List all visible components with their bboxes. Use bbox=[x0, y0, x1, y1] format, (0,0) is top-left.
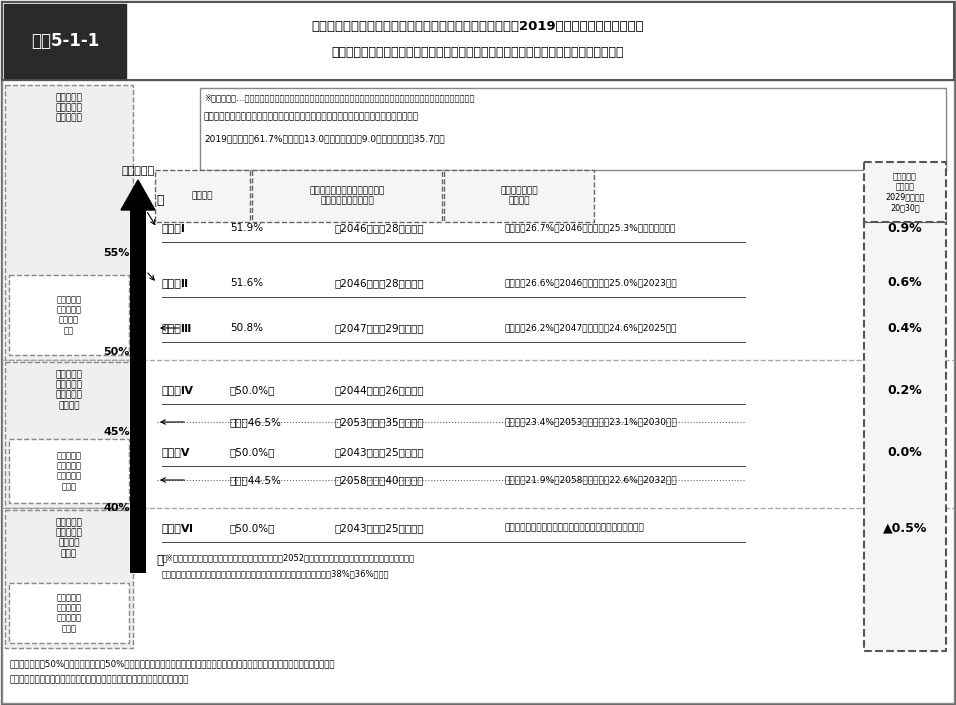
Text: （2044（令和26）年度）: （2044（令和26）年度） bbox=[335, 385, 424, 395]
Text: 0.9%: 0.9% bbox=[888, 221, 923, 235]
Bar bbox=[5, 362, 133, 508]
Text: （注）46.5%: （注）46.5% bbox=[230, 417, 282, 427]
Text: ケースⅢ: ケースⅢ bbox=[162, 323, 192, 333]
Text: ｛基礎：26.6%（2046）、比例：25.0%（2023）｝: ｛基礎：26.6%（2046）、比例：25.0%（2023）｝ bbox=[505, 278, 678, 288]
Text: （2043（令和25）年度）: （2043（令和25）年度） bbox=[335, 523, 424, 533]
Bar bbox=[864, 162, 946, 222]
Text: 55%: 55% bbox=[103, 248, 130, 258]
Text: （2046（令和28）年度）: （2046（令和28）年度） bbox=[335, 278, 424, 288]
Text: 給付水準調整終了後の標準的な
厚生年金の所得代替率: 給付水準調整終了後の標準的な 厚生年金の所得代替率 bbox=[310, 186, 384, 206]
Text: （2053（令和35）年度）: （2053（令和35）年度） bbox=[335, 417, 424, 427]
Text: （50.0%）: （50.0%） bbox=[230, 385, 275, 395]
Text: 0.0%: 0.0% bbox=[887, 446, 923, 458]
Text: （2058（令和40）年度）: （2058（令和40）年度） bbox=[335, 475, 424, 485]
Text: ※所得代替率…公的年金の給付水準を示す指標。現役男子の平均手取り収入額に対する年金額の比率により表される。: ※所得代替率…公的年金の給付水準を示す指標。現役男子の平均手取り収入額に対する年… bbox=[204, 93, 474, 102]
Bar bbox=[2, 80, 954, 703]
Text: 給付水準調整の
終了年度: 給付水準調整の 終了年度 bbox=[500, 186, 538, 206]
Text: ケースⅡ: ケースⅡ bbox=[162, 278, 189, 288]
Bar bbox=[2, 2, 954, 80]
Bar bbox=[5, 510, 133, 648]
Text: 図表5-1-1: 図表5-1-1 bbox=[31, 32, 99, 50]
Text: （50.0%）: （50.0%） bbox=[230, 523, 275, 533]
Text: （50.0%）: （50.0%） bbox=[230, 447, 275, 457]
Bar bbox=[130, 210, 146, 573]
Text: 内閣府試算
のベースラ
インケース
に接続: 内閣府試算 のベースラ インケース に接続 bbox=[56, 593, 81, 633]
Text: 45%: 45% bbox=[103, 427, 130, 437]
Text: ▲0.5%: ▲0.5% bbox=[882, 522, 927, 534]
Text: 40%: 40% bbox=[103, 503, 130, 513]
Text: －幅広い複数ケースの経済前提における見通し（人口の前提：出生中位、死亡中位）－: －幅広い複数ケースの経済前提における見通し（人口の前提：出生中位、死亡中位）－ bbox=[332, 47, 624, 59]
Text: 低: 低 bbox=[156, 555, 163, 568]
Text: 所得代替率: 所得代替率 bbox=[121, 166, 155, 176]
Text: ケースⅣ: ケースⅣ bbox=[162, 385, 194, 395]
Text: その後、保険料と国庫負担で賄うことのできる給付水準は、所得代替率38%〜36%程度。: その後、保険料と国庫負担で賄うことのできる給付水準は、所得代替率38%〜36%程… bbox=[162, 569, 389, 578]
Text: 0.2%: 0.2% bbox=[887, 384, 923, 396]
Text: ケースⅥ: ケースⅥ bbox=[162, 523, 194, 533]
Text: 経済成長率
（実質）
2029年度以降
20〜30年: 経済成長率 （実質） 2029年度以降 20〜30年 bbox=[885, 172, 924, 212]
Bar bbox=[200, 88, 946, 170]
Bar bbox=[444, 170, 594, 222]
Bar bbox=[252, 170, 442, 222]
Text: （※）機械的に給付水準調整を続けると、国民年金は2052年度に積立金がなくなり完全な賦課方式に移行。: （※）機械的に給付水準調整を続けると、国民年金は2052年度に積立金がなくなり完… bbox=[162, 553, 415, 562]
Text: ｛基礎：23.4%（2053）、比例：23.1%（2030）｝: ｛基礎：23.4%（2053）、比例：23.1%（2030）｝ bbox=[505, 417, 678, 427]
Text: 仮に、財政のバランスが取れるまで機械的に給付水準調整を進めた場合。: 仮に、財政のバランスが取れるまで機械的に給付水準調整を進めた場合。 bbox=[10, 675, 189, 684]
Text: ｛基礎：26.2%（2047）、比例：24.6%（2025）｝: ｛基礎：26.2%（2047）、比例：24.6%（2025）｝ bbox=[505, 324, 678, 333]
Text: 50.8%: 50.8% bbox=[230, 323, 263, 333]
Bar bbox=[155, 170, 250, 222]
Bar bbox=[4, 4, 126, 78]
Text: 給付水準の調整終了年度と最終的な所得代替率の見通し（2019（令和元）年財政検証）: 給付水準の調整終了年度と最終的な所得代替率の見通し（2019（令和元）年財政検証… bbox=[312, 20, 644, 34]
Bar bbox=[9, 583, 129, 643]
Text: （機械的に基礎、比例ともに給付水準調整を続けた場合）: （機械的に基礎、比例ともに給付水準調整を続けた場合） bbox=[505, 524, 644, 532]
Text: （2047（令和29）年度）: （2047（令和29）年度） bbox=[335, 323, 424, 333]
Text: 注：所得代替率50%を下回る場合は、50%で給付水準調整を終了し、給付及び負担の在り方について検討を行うこととされているが、: 注：所得代替率50%を下回る場合は、50%で給付水準調整を終了し、給付及び負担の… bbox=[10, 659, 336, 668]
Bar bbox=[5, 85, 133, 360]
Text: 内閣府試算
のベースラ
インケース
に接続: 内閣府試算 のベースラ インケース に接続 bbox=[56, 451, 81, 491]
Bar bbox=[9, 439, 129, 503]
Text: ケースⅤ: ケースⅤ bbox=[162, 447, 190, 457]
Bar bbox=[864, 222, 946, 651]
Text: 経済前提: 経済前提 bbox=[192, 192, 213, 200]
Text: ケースⅠ: ケースⅠ bbox=[162, 223, 185, 233]
Text: （2043（令和25）年度）: （2043（令和25）年度） bbox=[335, 447, 424, 457]
Text: 経済成長と
労働参加が
進まない
ケース: 経済成長と 労働参加が 進まない ケース bbox=[55, 518, 82, 558]
Text: 経済成長と
労働参加が
進むケース: 経済成長と 労働参加が 進むケース bbox=[55, 93, 82, 123]
Text: 所得代替率＝（夫婦２人の基礎年金　＋　夫の厚生年金）／現役男子の平均手取り収入額: 所得代替率＝（夫婦２人の基礎年金 ＋ 夫の厚生年金）／現役男子の平均手取り収入額 bbox=[204, 112, 419, 121]
Bar bbox=[9, 275, 129, 355]
Text: 0.4%: 0.4% bbox=[887, 321, 923, 334]
Text: （2046（令和28）年度）: （2046（令和28）年度） bbox=[335, 223, 424, 233]
Text: 内閣府試算
の成長実現
ケースに
接続: 内閣府試算 の成長実現 ケースに 接続 bbox=[56, 295, 81, 335]
Text: 0.6%: 0.6% bbox=[888, 276, 923, 290]
Text: 高: 高 bbox=[156, 193, 163, 207]
Text: 51.6%: 51.6% bbox=[230, 278, 263, 288]
Polygon shape bbox=[121, 180, 155, 210]
Text: ｛基礎：21.9%（2058）、比例：22.6%（2032）｝: ｛基礎：21.9%（2058）、比例：22.6%（2032）｝ bbox=[505, 475, 678, 484]
Text: （注）44.5%: （注）44.5% bbox=[230, 475, 282, 485]
Text: 50%: 50% bbox=[103, 347, 130, 357]
Text: 経済成長と
労働参加が
一定程度進
むケース: 経済成長と 労働参加が 一定程度進 むケース bbox=[55, 370, 82, 410]
Text: 51.9%: 51.9% bbox=[230, 223, 263, 233]
Text: 2019年度：　　61.7%　　　　13.0万円　　　　　9.0万円　　　　　35.7万円: 2019年度： 61.7% 13.0万円 9.0万円 35.7万円 bbox=[204, 134, 445, 143]
Text: ｛基礎：26.7%（2046）、比例：25.3%（調整なし）｝: ｛基礎：26.7%（2046）、比例：25.3%（調整なし）｝ bbox=[505, 223, 677, 233]
